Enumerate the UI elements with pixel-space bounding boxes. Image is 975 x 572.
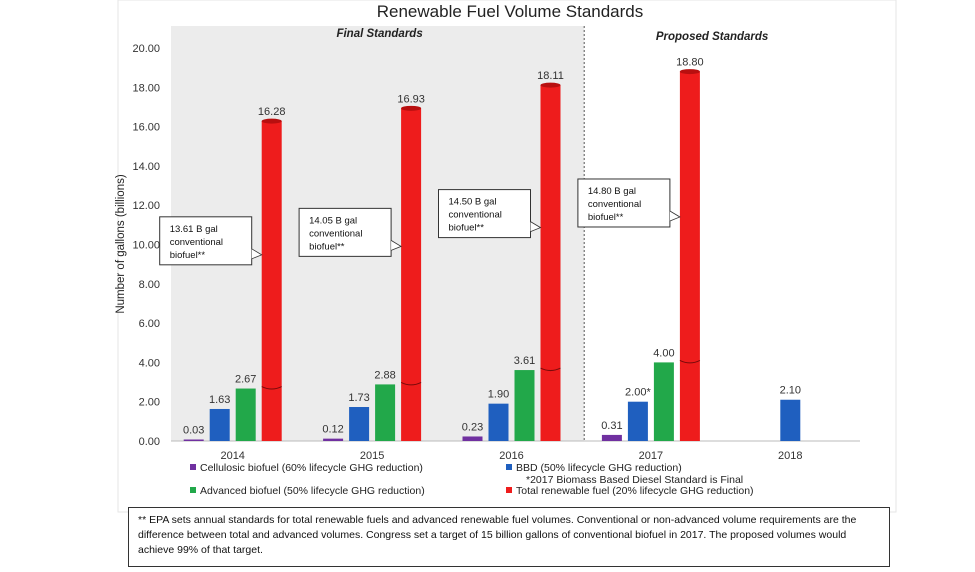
bar (401, 108, 422, 441)
callout-text: 14.80 B gal (588, 186, 636, 197)
callout-box (577, 178, 671, 228)
callout-box (159, 216, 253, 266)
legend-swatch (506, 464, 512, 470)
callout-text: conventional (309, 228, 362, 239)
data-label: 3.61 (514, 355, 535, 367)
bar (627, 401, 648, 441)
bar (235, 388, 256, 441)
x-tick-label: 2018 (778, 450, 802, 462)
data-label: 2.67 (235, 374, 256, 386)
data-label: 16.28 (258, 106, 286, 118)
data-label: 16.93 (397, 93, 425, 105)
callout-pointer (390, 240, 402, 251)
callout-pointer (251, 248, 263, 260)
legend-entry: Total renewable fuel (20% lifecycle GHG … (516, 485, 754, 497)
y-tick-label: 6.00 (139, 318, 160, 330)
callout-text: biofuel** (309, 241, 345, 252)
legend-swatch (190, 464, 196, 470)
bar (323, 438, 344, 441)
callout-box (298, 207, 392, 257)
footnote-box: ** EPA sets annual standards for total r… (128, 507, 890, 567)
callout-pointer (669, 210, 681, 222)
callout-text: 14.05 B gal (309, 215, 357, 226)
bar-seam (540, 367, 561, 372)
y-tick-label: 2.00 (139, 397, 160, 409)
y-tick-label: 16.00 (132, 122, 160, 134)
data-label: 0.03 (183, 425, 204, 437)
legend-note: *2017 Biomass Based Diesel Standard is F… (526, 474, 743, 486)
callout-text: biofuel** (170, 250, 206, 261)
section-label-proposed: Proposed Standards (656, 31, 768, 43)
data-label: 1.90 (488, 389, 509, 401)
bar-cap (679, 69, 700, 75)
y-tick-label: 18.00 (132, 82, 160, 94)
x-tick-label: 2016 (499, 450, 523, 462)
x-tick-label: 2015 (360, 450, 384, 462)
bar (349, 407, 370, 441)
y-tick-label: 12.00 (132, 200, 160, 212)
y-tick-label: 14.00 (132, 161, 160, 173)
bar-seam (261, 386, 282, 390)
data-label: 18.80 (676, 57, 704, 69)
x-tick-label: 2017 (639, 450, 663, 462)
legend-swatch (506, 487, 512, 493)
data-label: 1.63 (209, 394, 230, 406)
bar (780, 399, 801, 441)
chart-title: Renewable Fuel Volume Standards (377, 2, 644, 21)
data-label: 0.23 (462, 421, 483, 433)
bar (183, 439, 204, 441)
y-tick-label: 20.00 (132, 43, 160, 55)
callout-box (438, 189, 531, 239)
bar (488, 403, 509, 441)
bar (653, 362, 674, 441)
bar (514, 370, 535, 441)
legend-entry: Cellulosic biofuel (60% lifecycle GHG re… (200, 462, 423, 474)
data-label: 2.00* (625, 387, 651, 399)
data-label: 0.12 (322, 424, 343, 436)
data-label: 4.00 (653, 347, 674, 359)
data-label: 2.10 (780, 385, 801, 397)
bar (209, 408, 230, 441)
legend-swatch (190, 487, 196, 493)
section-label-final: Final Standards (336, 28, 422, 40)
callout-text: conventional (170, 237, 223, 248)
y-tick-label: 10.00 (132, 240, 160, 252)
callout-text: conventional (449, 210, 502, 221)
bar (462, 436, 483, 441)
footnote-text: ** EPA sets annual standards for total r… (138, 514, 857, 556)
bar-cap (401, 105, 422, 111)
callout-text: biofuel** (449, 223, 485, 234)
y-axis-title: Number of gallons (billions) (115, 174, 127, 314)
y-tick-label: 8.00 (139, 279, 160, 291)
bar (261, 121, 282, 442)
bar-cap (540, 82, 561, 88)
bar-seam (679, 359, 701, 364)
legend-entry: Advanced biofuel (50% lifecycle GHG redu… (200, 485, 425, 497)
bar (601, 434, 622, 441)
callout-text: 14.50 B gal (449, 197, 497, 208)
bar (540, 85, 561, 442)
callout-text: 13.61 B gal (170, 224, 218, 235)
bar-cap (261, 118, 282, 124)
legend-entry: BBD (50% lifecycle GHG reduction) (516, 462, 682, 474)
callout-pointer (530, 221, 542, 232)
bar (375, 384, 396, 441)
callout-text: conventional (588, 199, 641, 210)
data-label: 18.11 (537, 70, 564, 82)
callout-text: biofuel** (588, 212, 624, 223)
data-label: 0.31 (601, 420, 622, 432)
bar (679, 71, 700, 441)
y-tick-label: 4.00 (139, 357, 160, 369)
y-tick-label: 0.00 (139, 436, 160, 448)
data-label: 2.88 (374, 369, 395, 381)
x-tick-label: 2014 (220, 450, 244, 462)
data-label: 1.73 (348, 392, 369, 404)
bar-seam (400, 381, 422, 386)
